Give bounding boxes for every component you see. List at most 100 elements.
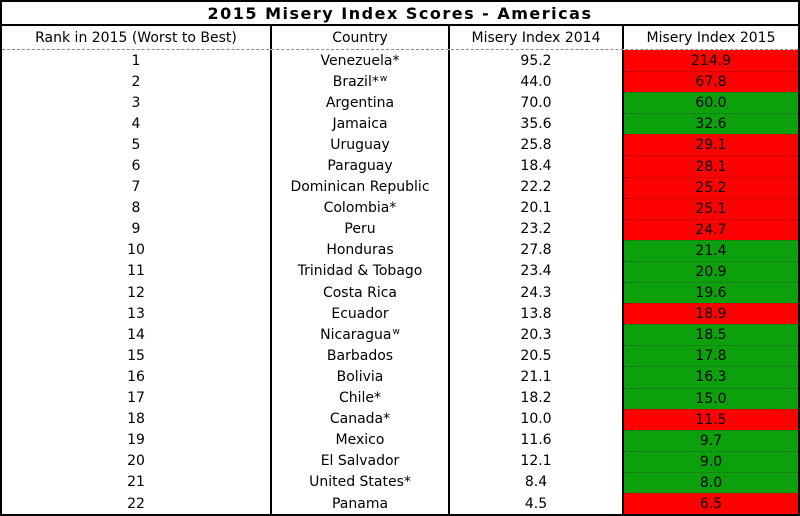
misery-2014-cell: 20.1 — [450, 197, 624, 219]
country-cell: Brazil* w — [272, 71, 450, 93]
rank-cell: 10 — [2, 239, 272, 261]
country-cell: Honduras — [272, 239, 450, 261]
country-cell: Argentina — [272, 92, 450, 114]
country-cell: Jamaica — [272, 113, 450, 135]
country-cell: Canada* — [272, 408, 450, 430]
rank-cell: 19 — [2, 429, 272, 451]
misery-2015-cell: 60.0 — [624, 92, 798, 114]
misery-2014-cell: 70.0 — [450, 92, 624, 114]
country-cell: Costa Rica — [272, 282, 450, 304]
misery-2014-cell: 95.2 — [450, 50, 624, 72]
country-cell: Nicaragua w — [272, 324, 450, 346]
table-row: 20 El Salvador 12.1 9.0 — [2, 450, 798, 472]
rank-cell: 13 — [2, 303, 272, 325]
misery-2015-cell: 25.2 — [624, 176, 798, 198]
table-row: 6 Paraguay 18.4 28.1 — [2, 155, 798, 177]
country-cell: Barbados — [272, 345, 450, 367]
rank-cell: 9 — [2, 218, 272, 240]
misery-2014-cell: 21.1 — [450, 366, 624, 388]
misery-2014-cell: 8.4 — [450, 471, 624, 493]
rank-cell: 4 — [2, 113, 272, 135]
rank-cell: 22 — [2, 492, 272, 515]
table-row: 11 Trinidad & Tobago 23.4 20.9 — [2, 260, 798, 283]
country-cell: Chile* — [272, 387, 450, 409]
country-cell: Colombia* — [272, 197, 450, 219]
misery-2015-cell: 18.9 — [624, 303, 798, 325]
country-cell: Panama — [272, 492, 450, 515]
rank-cell: 11 — [2, 260, 272, 283]
table-row: 1 Venezuela* 95.2 214.9 — [2, 50, 798, 72]
misery-2015-cell: 214.9 — [624, 50, 798, 72]
country-cell: Peru — [272, 218, 450, 240]
table-row: 14 Nicaragua w 20.3 18.5 — [2, 324, 798, 346]
rank-cell: 17 — [2, 387, 272, 409]
misery-2015-cell: 20.9 — [624, 260, 798, 283]
misery-2015-cell: 18.5 — [624, 324, 798, 346]
rank-cell: 12 — [2, 282, 272, 304]
misery-2014-cell: 18.2 — [450, 387, 624, 409]
table-row: 8 Colombia* 20.1 25.1 — [2, 197, 798, 219]
table-row: 2 Brazil* w 44.0 67.8 — [2, 71, 798, 93]
misery-2015-cell: 11.5 — [624, 408, 798, 430]
rank-cell: 7 — [2, 176, 272, 198]
misery-2014-cell: 4.5 — [450, 492, 624, 515]
col-header-misery-2015: Misery Index 2015 — [646, 29, 776, 46]
table-row: 19 Mexico 11.6 9.7 — [2, 429, 798, 451]
misery-2014-cell: 24.3 — [450, 282, 624, 304]
rank-cell: 3 — [2, 92, 272, 114]
misery-2015-cell: 9.0 — [624, 450, 798, 472]
misery-2015-cell: 8.0 — [624, 471, 798, 493]
misery-2014-cell: 44.0 — [450, 71, 624, 93]
country-cell: Venezuela* — [272, 50, 450, 72]
country-cell: Paraguay — [272, 155, 450, 177]
rank-cell: 15 — [2, 345, 272, 367]
country-cell: Uruguay — [272, 134, 450, 156]
col-header-country: Country — [272, 26, 450, 49]
col-header-misery-2014: Misery Index 2014 — [450, 26, 624, 49]
misery-2015-cell: 9.7 — [624, 429, 798, 451]
misery-2015-cell: 24.7 — [624, 218, 798, 240]
table-row: 22 Panama 4.5 6.5 — [2, 492, 798, 515]
misery-2015-cell: 17.8 — [624, 345, 798, 367]
rank-cell: 14 — [2, 324, 272, 346]
misery-2014-cell: 22.2 — [450, 176, 624, 198]
misery-2015-cell: 19.6 — [624, 282, 798, 304]
misery-2014-cell: 35.6 — [450, 113, 624, 135]
rank-cell: 20 — [2, 450, 272, 472]
misery-2014-cell: 23.2 — [450, 218, 624, 240]
table-row: 15 Barbados 20.5 17.8 — [2, 345, 798, 367]
table-row: 3 Argentina 70.0 60.0 — [2, 92, 798, 114]
misery-2015-cell: 6.5 — [624, 492, 798, 515]
table-row: 12 Costa Rica 24.3 19.6 — [2, 282, 798, 304]
table-row: 7 Dominican Republic 22.2 25.2 — [2, 176, 798, 198]
rank-cell: 2 — [2, 71, 272, 93]
misery-2014-cell: 10.0 — [450, 408, 624, 430]
misery-2014-cell: 27.8 — [450, 239, 624, 261]
table-title: 2015 Misery Index Scores - Americas — [2, 2, 798, 26]
rank-cell: 8 — [2, 197, 272, 219]
misery-2014-cell: 23.4 — [450, 260, 624, 283]
table-row: 10 Honduras 27.8 21.4 — [2, 239, 798, 261]
misery-2014-cell: 20.5 — [450, 345, 624, 367]
misery-2014-cell: 13.8 — [450, 303, 624, 325]
country-cell: Bolivia — [272, 366, 450, 388]
col-header-rank: Rank in 2015 (Worst to Best) — [2, 26, 272, 49]
table-row: 9 Peru 23.2 24.7 — [2, 218, 798, 240]
table-row: 21 United States* 8.4 8.0 — [2, 471, 798, 493]
misery-2014-cell: 12.1 — [450, 450, 624, 472]
misery-2015-cell: 21.4 — [624, 239, 798, 261]
country-cell: Dominican Republic — [272, 176, 450, 198]
country-cell: Trinidad & Tobago — [272, 260, 450, 283]
misery-2014-cell: 18.4 — [450, 155, 624, 177]
table-body: 1 Venezuela* 95.2 214.9 2 Brazil* w 44.0 67.8 3 Ar… — [2, 50, 798, 515]
misery-2015-cell: 29.1 — [624, 134, 798, 156]
country-cell: El Salvador — [272, 450, 450, 472]
misery-2015-cell: 28.1 — [624, 155, 798, 177]
rank-cell: 6 — [2, 155, 272, 177]
rank-cell: 21 — [2, 471, 272, 493]
rank-cell: 18 — [2, 408, 272, 430]
table-row: 18 Canada* 10.0 11.5 — [2, 408, 798, 430]
misery-2014-cell: 25.8 — [450, 134, 624, 156]
table-row: 16 Bolivia 21.1 16.3 — [2, 366, 798, 388]
